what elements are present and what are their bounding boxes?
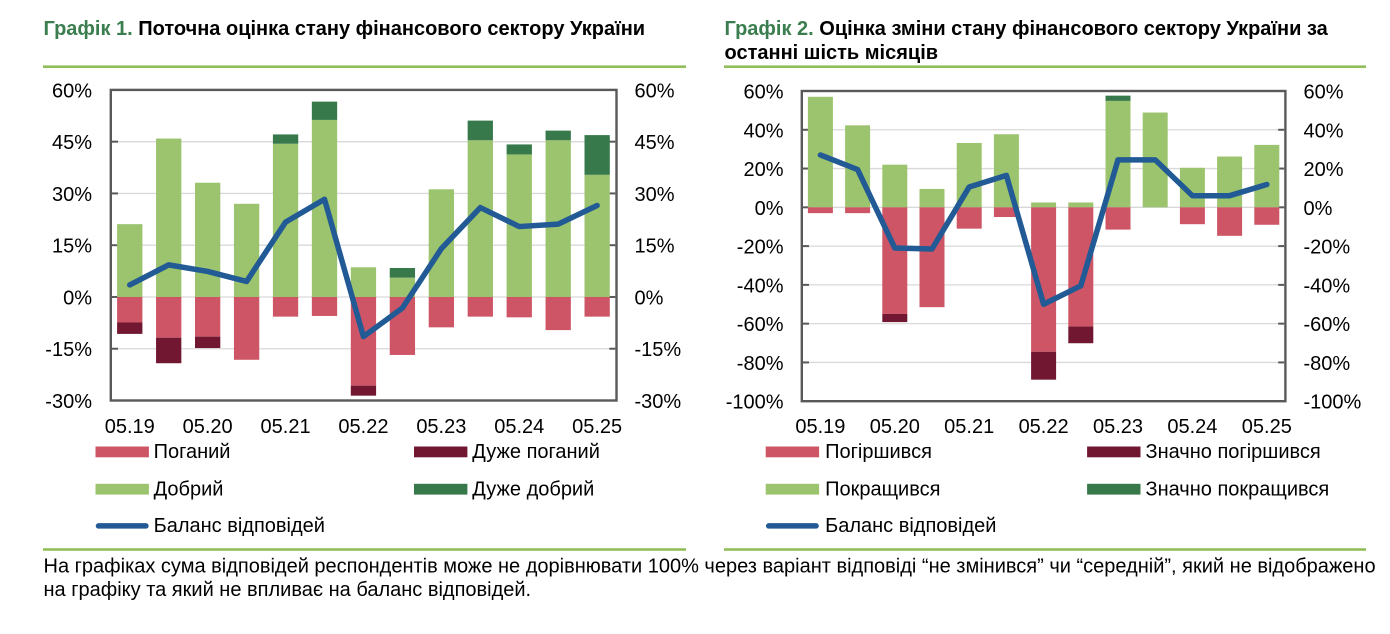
- svg-text:60%: 60%: [635, 80, 675, 102]
- svg-text:05.23: 05.23: [416, 416, 466, 438]
- svg-text:Погіршився: Погіршився: [825, 441, 932, 463]
- svg-text:0%: 0%: [755, 198, 784, 220]
- svg-text:Баланс відповідей: Баланс відповідей: [825, 515, 996, 537]
- svg-text:05.20: 05.20: [183, 416, 233, 438]
- svg-text:на графіку та який не впливає: на графіку та який не впливає на баланс …: [44, 579, 532, 601]
- svg-text:20%: 20%: [1304, 159, 1344, 181]
- svg-text:Значно покращився: Значно покращився: [1146, 479, 1330, 501]
- svg-text:Значно погіршився: Значно погіршився: [1146, 441, 1321, 463]
- svg-text:Дуже поганий: Дуже поганий: [472, 441, 600, 463]
- svg-text:05.25: 05.25: [1242, 416, 1292, 438]
- svg-text:Дуже добрий: Дуже добрий: [472, 479, 594, 501]
- svg-text:останні шість місяців: останні шість місяців: [725, 42, 939, 64]
- svg-text:05.23: 05.23: [1093, 416, 1143, 438]
- svg-text:60%: 60%: [1304, 82, 1344, 104]
- svg-text:30%: 30%: [52, 184, 92, 206]
- svg-text:-40%: -40%: [737, 275, 784, 297]
- svg-text:05.19: 05.19: [795, 416, 845, 438]
- svg-text:0%: 0%: [63, 287, 92, 309]
- svg-text:05.24: 05.24: [494, 416, 544, 438]
- svg-text:05.21: 05.21: [261, 416, 311, 438]
- svg-text:60%: 60%: [743, 82, 783, 104]
- svg-text:40%: 40%: [743, 120, 783, 142]
- svg-text:-30%: -30%: [635, 391, 682, 413]
- svg-text:05.21: 05.21: [944, 416, 994, 438]
- svg-text:Покращився: Покращився: [825, 479, 940, 501]
- svg-text:-80%: -80%: [1304, 353, 1351, 375]
- svg-text:Поганий: Поганий: [154, 441, 231, 463]
- svg-text:Баланс відповідей: Баланс відповідей: [154, 515, 325, 537]
- svg-text:45%: 45%: [52, 132, 92, 154]
- svg-text:0%: 0%: [1304, 198, 1333, 220]
- svg-text:15%: 15%: [52, 236, 92, 258]
- svg-text:05.25: 05.25: [572, 416, 622, 438]
- svg-text:05.22: 05.22: [338, 416, 388, 438]
- svg-text:45%: 45%: [635, 132, 675, 154]
- svg-text:05.20: 05.20: [870, 416, 920, 438]
- svg-text:15%: 15%: [635, 236, 675, 258]
- svg-text:-15%: -15%: [45, 339, 92, 361]
- svg-text:05.19: 05.19: [105, 416, 155, 438]
- svg-text:На графіках сума відповідей ре: На графіках сума відповідей респондентів…: [44, 555, 1376, 577]
- svg-text:-100%: -100%: [1304, 392, 1362, 414]
- svg-text:-20%: -20%: [1304, 237, 1351, 259]
- svg-text:-80%: -80%: [737, 353, 784, 375]
- svg-text:-20%: -20%: [737, 237, 784, 259]
- svg-text:-60%: -60%: [737, 314, 784, 336]
- svg-text:-40%: -40%: [1304, 275, 1351, 297]
- svg-text:20%: 20%: [743, 159, 783, 181]
- svg-text:05.24: 05.24: [1167, 416, 1217, 438]
- svg-text:Графік 1. Поточна оцінка стану: Графік 1. Поточна оцінка стану фінансово…: [44, 18, 646, 40]
- svg-text:05.22: 05.22: [1019, 416, 1069, 438]
- svg-text:60%: 60%: [52, 80, 92, 102]
- svg-text:30%: 30%: [635, 184, 675, 206]
- svg-text:-15%: -15%: [635, 339, 682, 361]
- svg-text:-100%: -100%: [726, 392, 784, 414]
- svg-text:-60%: -60%: [1304, 314, 1351, 336]
- svg-text:-30%: -30%: [45, 391, 92, 413]
- svg-text:Добрий: Добрий: [154, 479, 224, 501]
- svg-text:0%: 0%: [635, 287, 664, 309]
- svg-text:40%: 40%: [1304, 120, 1344, 142]
- svg-text:Графік 2. Оцінка зміни стану ф: Графік 2. Оцінка зміни стану фінансового…: [725, 18, 1329, 40]
